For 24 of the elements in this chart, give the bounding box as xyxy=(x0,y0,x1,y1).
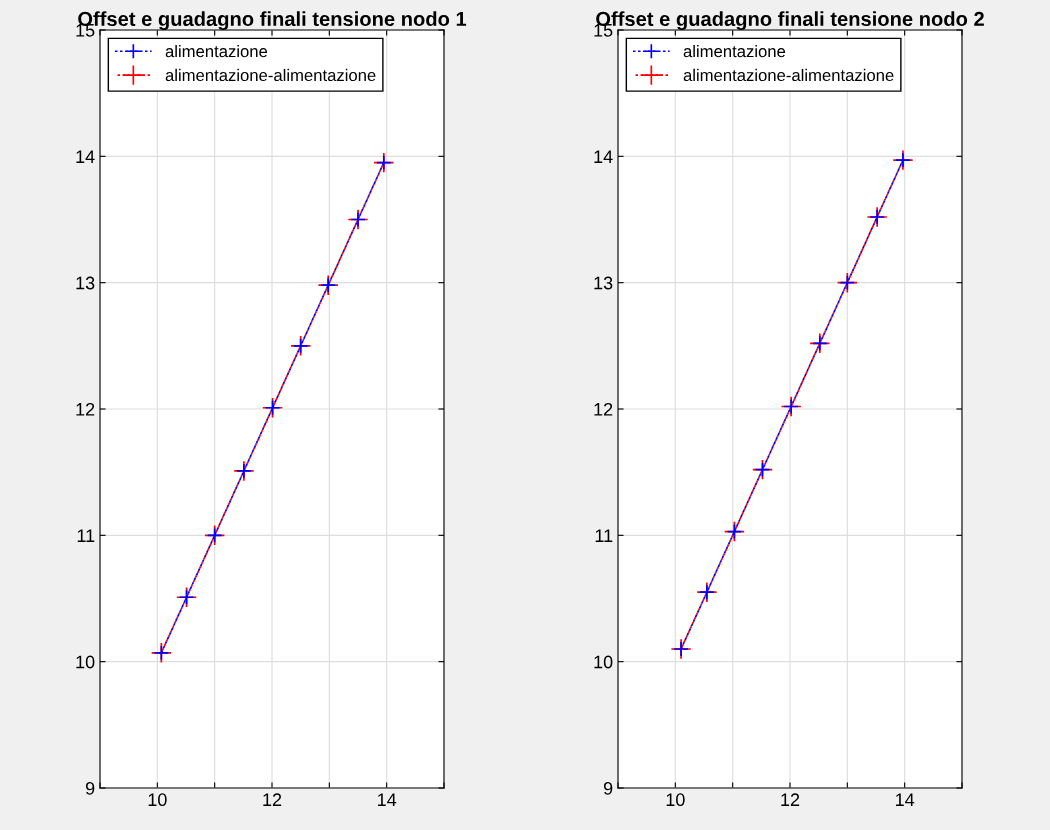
y-tick-label: 11 xyxy=(595,529,613,542)
legend-label: alimentazione xyxy=(683,45,786,58)
y-tick-label: 13 xyxy=(76,276,95,290)
x-tick-label: 14 xyxy=(896,793,915,806)
y-tick-label: 10 xyxy=(76,655,95,669)
x-tick-label: 10 xyxy=(666,793,685,807)
y-tick-label: 14 xyxy=(76,150,95,163)
y-tick-label: 13 xyxy=(594,276,613,290)
y-tick-label: 12 xyxy=(594,402,613,416)
y-tick-label: 15 xyxy=(76,24,95,37)
y-tick-label: 9 xyxy=(603,781,613,795)
y-tick-label: 10 xyxy=(594,655,613,669)
x-tick-label: 14 xyxy=(378,793,397,806)
y-tick-label: 12 xyxy=(76,402,95,416)
x-tick-label: 12 xyxy=(781,793,800,806)
legend-label: alimentazione-alimentazione xyxy=(683,68,894,82)
y-tick-label: 15 xyxy=(594,24,613,37)
y-tick-label: 14 xyxy=(594,150,613,163)
legend-label: alimentazione xyxy=(165,45,268,58)
y-tick-label: 9 xyxy=(85,781,95,795)
x-tick-label: 12 xyxy=(263,793,282,806)
legend-label: alimentazione-alimentazione xyxy=(165,68,376,82)
x-tick-label: 10 xyxy=(148,793,167,807)
y-tick-label: 11 xyxy=(77,529,95,542)
